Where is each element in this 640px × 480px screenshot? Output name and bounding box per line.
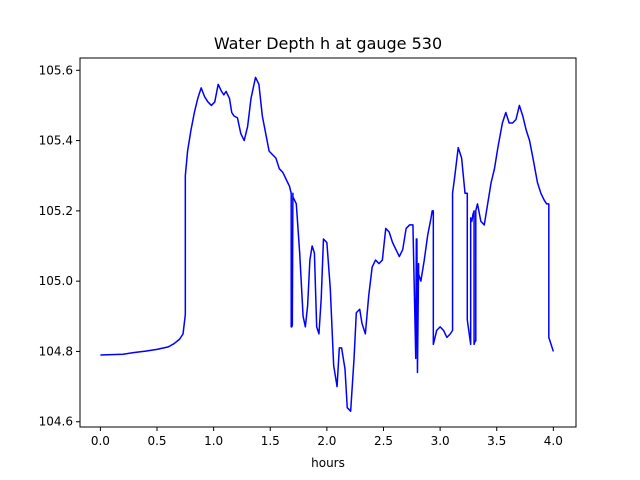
y-tick-label: 105.0: [39, 274, 73, 288]
chart-title: Water Depth h at gauge 530: [214, 34, 442, 53]
x-tick-label: 2.0: [317, 434, 336, 448]
data-line: [100, 76, 555, 412]
x-tick-label: 2.5: [374, 434, 393, 448]
x-axis-label: hours: [311, 456, 345, 470]
x-tick-label: 0.5: [147, 434, 166, 448]
y-tick-label: 105.6: [39, 63, 73, 77]
plot-frame: [79, 57, 577, 428]
plot-area: [79, 57, 577, 428]
y-tick-label: 104.6: [39, 415, 73, 429]
x-tick-label: 4.0: [544, 434, 563, 448]
y-tick-label: 105.2: [39, 204, 73, 218]
x-tick-label: 0.0: [91, 434, 110, 448]
x-tick-label: 3.5: [487, 434, 506, 448]
x-tick-label: 3.0: [431, 434, 450, 448]
x-tick-label: 1.5: [261, 434, 280, 448]
y-axis: 104.6 104.8 105.0 105.2 105.4 105.6: [39, 63, 80, 429]
y-tick-label: 104.8: [39, 344, 73, 358]
x-axis: 0.0 0.5 1.0 1.5 2.0 2.5 3.0 3.5 4.0: [91, 427, 563, 448]
x-tick-label: 1.0: [204, 434, 223, 448]
y-tick-label: 105.4: [39, 134, 73, 148]
